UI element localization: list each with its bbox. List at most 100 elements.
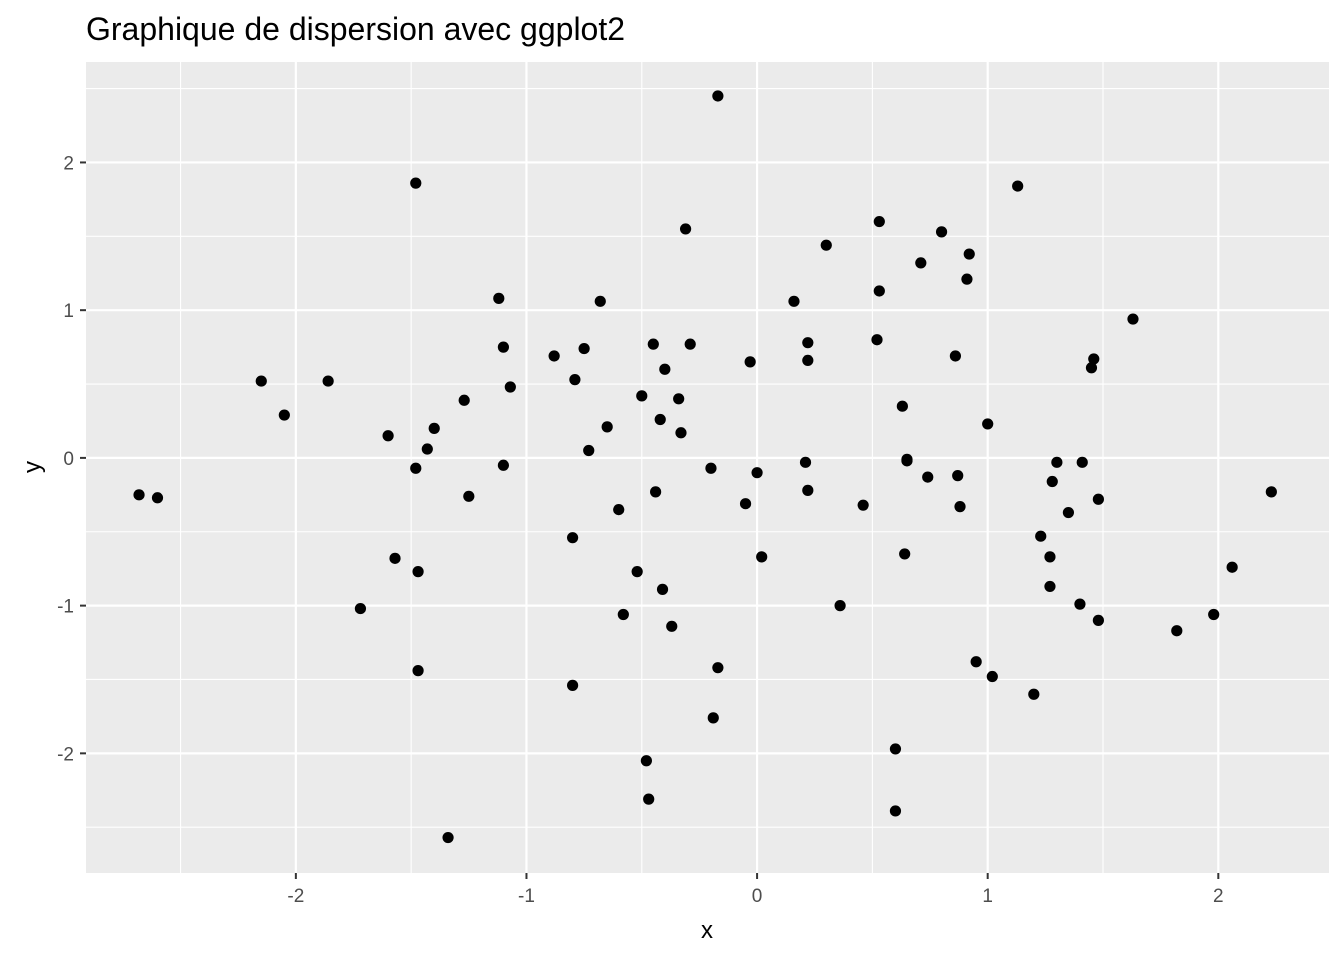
data-point: [802, 337, 814, 349]
data-point: [493, 292, 505, 304]
y-tick-label: 1: [63, 301, 74, 322]
y-axis-title: y: [19, 461, 46, 473]
data-point: [986, 670, 998, 683]
data-point: [463, 490, 475, 502]
data-point: [896, 400, 908, 412]
data-point: [963, 248, 975, 260]
x-tick-label: -2: [287, 886, 304, 907]
data-point: [1208, 608, 1220, 621]
data-point: [636, 390, 648, 402]
data-point: [566, 679, 579, 691]
data-point: [1226, 561, 1238, 573]
y-axis: -2 -1 0 1 2: [57, 153, 86, 765]
data-point: [656, 583, 669, 595]
x-tick-label: 1: [982, 886, 993, 907]
x-tick-label: -1: [518, 886, 535, 907]
data-point: [873, 215, 885, 228]
data-point: [1044, 551, 1056, 563]
x-tick-label: 2: [1213, 886, 1224, 907]
data-point: [1028, 688, 1040, 700]
data-point: [421, 443, 433, 455]
data-point: [322, 375, 334, 387]
data-point: [675, 427, 687, 439]
data-point: [1074, 598, 1086, 610]
data-point: [412, 665, 424, 677]
data-point: [1171, 625, 1183, 637]
data-point: [799, 456, 812, 468]
data-point: [1062, 506, 1075, 519]
data-point: [935, 226, 948, 238]
data-point: [613, 504, 625, 516]
data-point: [412, 566, 424, 578]
y-tick-label: -2: [57, 744, 74, 765]
data-point: [712, 662, 724, 674]
data-point: [442, 831, 454, 844]
x-tick-label: 0: [752, 886, 763, 907]
data-point: [548, 350, 560, 362]
data-point: [1092, 614, 1104, 626]
data-point: [873, 285, 885, 297]
data-point: [647, 338, 659, 350]
data-point: [601, 421, 613, 433]
data-point: [871, 334, 883, 346]
data-point: [679, 223, 692, 235]
data-point: [707, 712, 719, 724]
data-point: [578, 342, 590, 355]
data-point: [922, 471, 934, 483]
data-point: [802, 484, 814, 496]
data-point: [666, 620, 678, 632]
y-tick-label: 2: [63, 153, 74, 174]
data-point: [1044, 580, 1056, 593]
data-point: [1085, 362, 1098, 374]
data-point: [654, 413, 666, 426]
data-point: [151, 492, 164, 504]
y-tick-label: 0: [63, 449, 74, 470]
data-point: [952, 470, 964, 482]
data-point: [673, 393, 685, 405]
data-point: [1012, 180, 1024, 192]
data-point: [954, 501, 966, 513]
data-point: [820, 239, 832, 251]
data-point: [569, 374, 581, 386]
data-point: [133, 489, 145, 501]
x-axis: -2 -1 0 1 2: [287, 873, 1224, 907]
data-point: [1076, 456, 1088, 468]
data-point: [970, 656, 982, 668]
data-point: [1092, 493, 1104, 505]
data-point: [617, 608, 629, 621]
data-point: [504, 381, 516, 393]
data-point: [788, 295, 800, 307]
data-point: [1088, 353, 1100, 365]
data-point: [712, 90, 724, 102]
data-point: [756, 551, 768, 563]
data-point: [901, 455, 913, 467]
data-point: [1051, 456, 1063, 468]
data-point: [410, 177, 422, 189]
data-point: [428, 422, 440, 434]
data-point: [410, 462, 422, 474]
data-point: [389, 552, 401, 564]
y-tick-label: -1: [57, 597, 74, 618]
data-point: [643, 793, 655, 805]
data-point: [497, 341, 510, 353]
data-point: [497, 459, 510, 471]
data-point: [382, 430, 394, 442]
data-point: [640, 755, 652, 767]
data-point: [857, 499, 869, 511]
data-point: [802, 354, 814, 367]
data-point: [744, 356, 756, 368]
data-point: [889, 743, 902, 755]
data-point: [705, 462, 717, 474]
data-points: [133, 90, 1277, 844]
data-point: [889, 805, 902, 817]
chart-title: Graphique de dispersion avec ggplot2: [86, 11, 625, 47]
data-point: [583, 444, 595, 457]
data-point: [354, 602, 367, 615]
data-point: [1265, 486, 1277, 498]
data-point: [631, 566, 643, 578]
data-point: [278, 409, 290, 421]
data-point: [650, 486, 662, 498]
x-axis-title: x: [701, 917, 713, 944]
data-point: [834, 600, 846, 612]
